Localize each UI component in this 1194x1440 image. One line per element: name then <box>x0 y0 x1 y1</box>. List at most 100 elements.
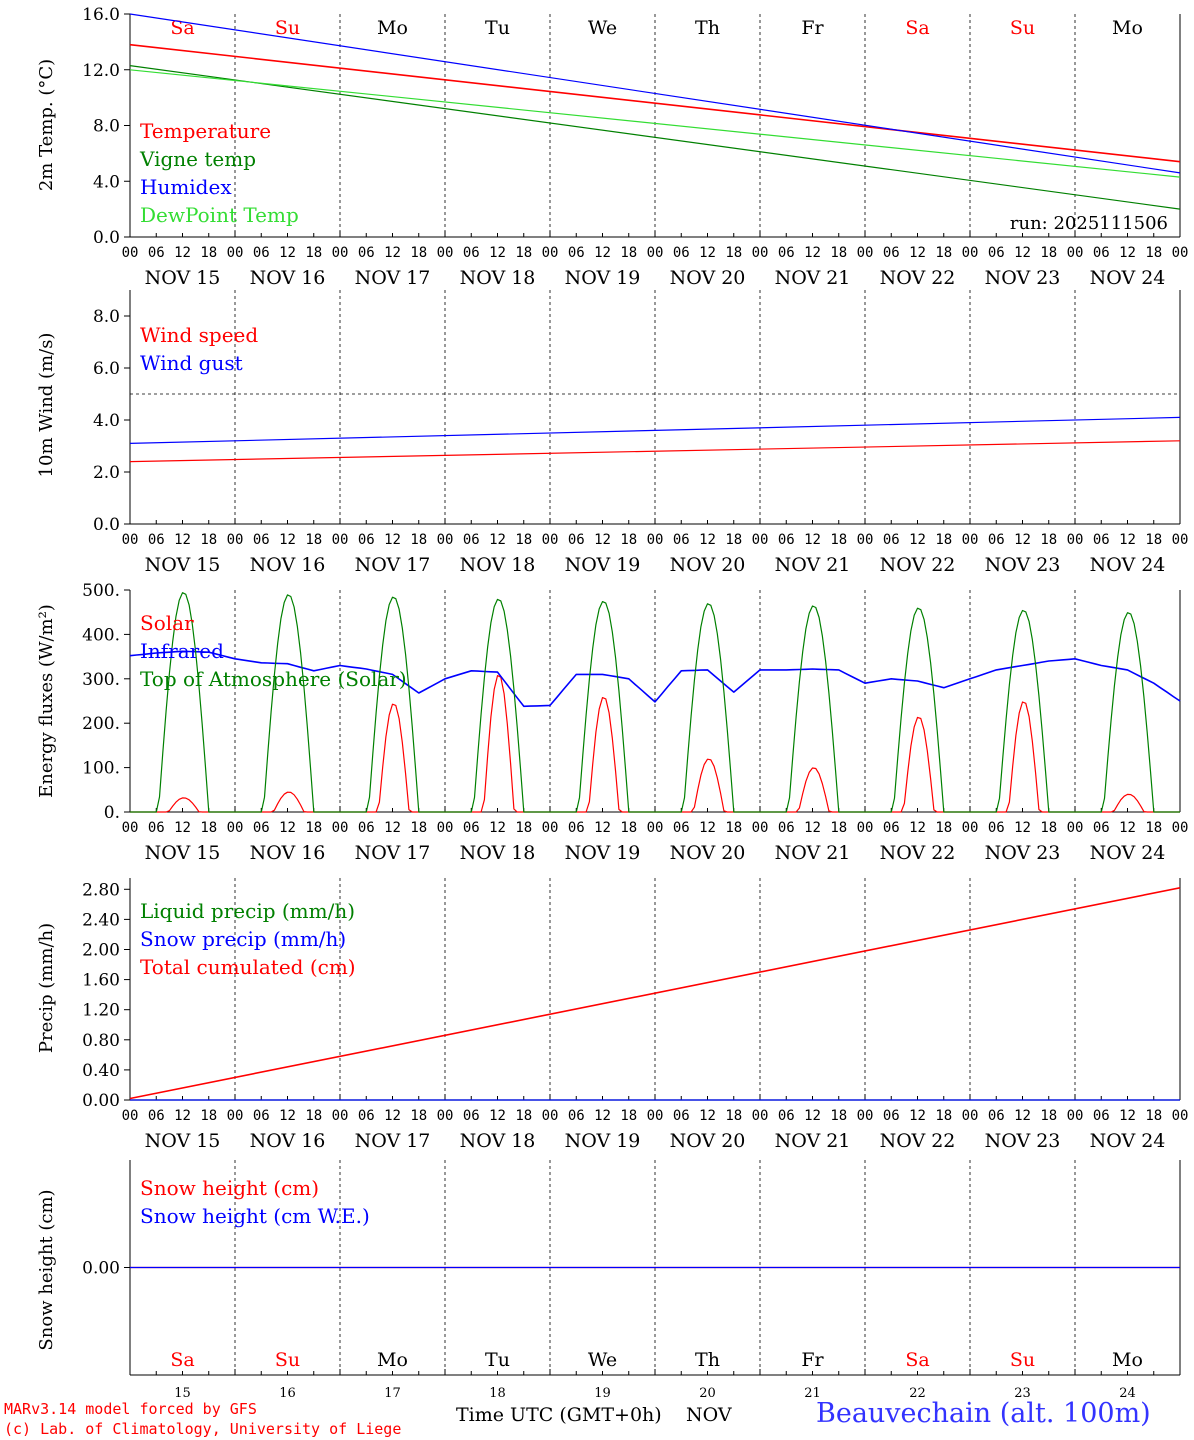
day-number-label: 20 <box>699 1386 716 1401</box>
date-label: NOV 22 <box>880 842 956 864</box>
hour-tick-label: 06 <box>253 820 270 836</box>
hour-tick-label: 18 <box>1145 245 1162 261</box>
date-label: NOV 21 <box>775 1130 851 1152</box>
hour-tick-label: 18 <box>515 532 532 548</box>
y-tick-label: 16.0 <box>82 5 120 25</box>
hour-tick-label: 00 <box>542 245 559 261</box>
hour-tick-label: 18 <box>515 1108 532 1124</box>
y-tick-label: 0.00 <box>82 1091 120 1111</box>
hour-tick-label: 12 <box>1119 532 1136 548</box>
hour-tick-label: 00 <box>542 1108 559 1124</box>
weekday-label: We <box>588 17 617 39</box>
hour-tick-label: 06 <box>568 245 585 261</box>
hour-tick-label: 06 <box>463 245 480 261</box>
hour-tick-label: 06 <box>988 820 1005 836</box>
hour-tick-label: 12 <box>384 532 401 548</box>
hour-tick-label: 00 <box>122 1108 139 1124</box>
hour-tick-label: 06 <box>463 1108 480 1124</box>
hour-tick-label: 00 <box>647 532 664 548</box>
hour-tick-label: 06 <box>463 532 480 548</box>
date-label: NOV 20 <box>670 1130 746 1152</box>
y-tick-label: 8.0 <box>93 307 120 327</box>
y-axis-label: Snow height (cm) <box>36 1189 57 1350</box>
y-tick-label: 100. <box>82 759 120 779</box>
hour-tick-label: 00 <box>1067 1108 1084 1124</box>
date-label: NOV 16 <box>250 842 326 864</box>
date-label: NOV 19 <box>565 554 641 576</box>
hour-tick-label: 06 <box>883 532 900 548</box>
hour-tick-label: 06 <box>778 532 795 548</box>
date-label: NOV 19 <box>565 267 641 289</box>
date-label: NOV 24 <box>1090 842 1166 864</box>
hour-tick-label: 06 <box>148 532 165 548</box>
hour-tick-label: 00 <box>1067 820 1084 836</box>
hour-tick-label: 06 <box>358 532 375 548</box>
hour-tick-label: 06 <box>253 245 270 261</box>
hour-tick-label: 12 <box>384 1108 401 1124</box>
hour-tick-label: 06 <box>253 532 270 548</box>
hour-tick-label: 00 <box>1067 532 1084 548</box>
hour-tick-label: 12 <box>1014 820 1031 836</box>
hour-tick-label: 18 <box>1145 1108 1162 1124</box>
hour-tick-label: 12 <box>279 532 296 548</box>
date-label: NOV 19 <box>565 1130 641 1152</box>
weekday-label: Fr <box>801 1349 824 1371</box>
legend-entry: Wind gust <box>140 351 243 375</box>
series-dewpoint-temp-line <box>129 69 1181 178</box>
day-number-label: 15 <box>174 1386 191 1401</box>
hour-tick-label: 00 <box>227 245 244 261</box>
hour-tick-label: 18 <box>410 245 427 261</box>
hour-tick-label: 18 <box>620 245 637 261</box>
date-label: NOV 23 <box>985 1130 1061 1152</box>
hour-tick-label: 12 <box>699 820 716 836</box>
hour-tick-label: 00 <box>647 245 664 261</box>
series-wind-gust-line <box>129 416 1181 444</box>
hour-tick-label: 12 <box>279 820 296 836</box>
hour-tick-label: 12 <box>804 820 821 836</box>
hour-tick-label: 06 <box>148 820 165 836</box>
legend-entry: Top of Atmosphere (Solar) <box>140 667 407 691</box>
hour-tick-label: 12 <box>384 245 401 261</box>
date-label: NOV 20 <box>670 842 746 864</box>
y-tick-label: 500. <box>82 581 120 601</box>
hour-tick-label: 06 <box>778 820 795 836</box>
hour-tick-label: 18 <box>935 532 952 548</box>
hour-tick-label: 06 <box>358 245 375 261</box>
date-label: NOV 23 <box>985 842 1061 864</box>
y-tick-label: 1.60 <box>82 971 120 991</box>
hour-tick-label: 12 <box>909 245 926 261</box>
date-label: NOV 23 <box>985 267 1061 289</box>
y-tick-label: 200. <box>82 714 120 734</box>
hour-tick-label: 12 <box>909 1108 926 1124</box>
hour-tick-label: 00 <box>437 245 454 261</box>
hour-tick-label: 00 <box>647 1108 664 1124</box>
date-label: NOV 22 <box>880 554 956 576</box>
hour-tick-label: 18 <box>1145 820 1162 836</box>
hour-tick-label: 12 <box>489 1108 506 1124</box>
hour-tick-label: 00 <box>332 820 349 836</box>
hour-tick-label: 06 <box>568 820 585 836</box>
hour-tick-label: 18 <box>410 532 427 548</box>
hour-tick-label: 00 <box>437 820 454 836</box>
hour-tick-label: 18 <box>305 532 322 548</box>
date-label: NOV 15 <box>145 1130 221 1152</box>
hour-tick-label: 18 <box>200 532 217 548</box>
hour-tick-label: 18 <box>935 245 952 261</box>
hour-tick-label: 06 <box>883 820 900 836</box>
hour-tick-label: 00 <box>752 820 769 836</box>
hour-tick-label: 18 <box>725 820 742 836</box>
date-label: NOV 22 <box>880 1130 956 1152</box>
hour-tick-label: 06 <box>883 1108 900 1124</box>
date-label: NOV 16 <box>250 1130 326 1152</box>
hour-tick-label: 18 <box>200 245 217 261</box>
hour-tick-label: 12 <box>804 245 821 261</box>
hour-tick-label: 06 <box>673 532 690 548</box>
weekday-label: Sa <box>905 1349 929 1371</box>
y-axis-label: 2m Temp. (°C) <box>36 59 57 191</box>
series-wind-speed-line <box>129 440 1181 463</box>
hour-tick-label: 06 <box>463 820 480 836</box>
model-credit: MARv3.14 model forced by GFS <box>4 1400 257 1418</box>
date-label: NOV 17 <box>355 1130 431 1152</box>
hour-tick-label: 12 <box>699 1108 716 1124</box>
date-label: NOV 15 <box>145 842 221 864</box>
